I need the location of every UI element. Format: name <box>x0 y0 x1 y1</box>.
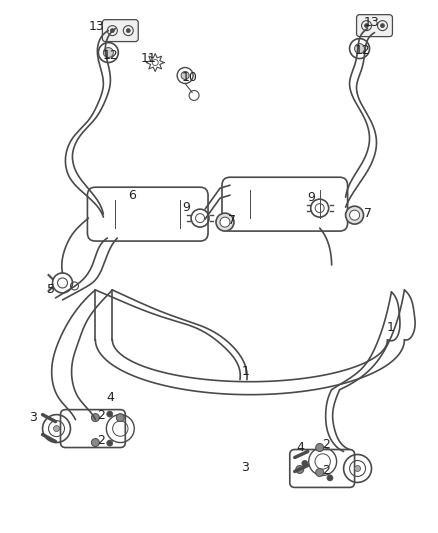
Circle shape <box>92 414 99 422</box>
Text: 7: 7 <box>228 214 236 227</box>
Circle shape <box>126 29 130 33</box>
Text: 13: 13 <box>88 20 104 33</box>
Circle shape <box>350 210 360 220</box>
Circle shape <box>355 465 360 472</box>
Text: 6: 6 <box>128 189 136 201</box>
Circle shape <box>364 23 368 28</box>
Circle shape <box>302 461 308 466</box>
Circle shape <box>296 465 304 473</box>
Circle shape <box>103 47 113 58</box>
Text: 4: 4 <box>297 441 304 454</box>
Text: 1: 1 <box>386 321 394 334</box>
Circle shape <box>327 475 333 481</box>
Text: 2: 2 <box>321 464 329 477</box>
Circle shape <box>216 213 234 231</box>
Text: 4: 4 <box>106 391 114 404</box>
Text: 12: 12 <box>102 49 118 62</box>
Text: 9: 9 <box>308 191 316 204</box>
Text: 3: 3 <box>241 461 249 474</box>
Text: 5: 5 <box>46 284 55 296</box>
FancyBboxPatch shape <box>102 20 138 42</box>
Circle shape <box>220 217 230 227</box>
Text: 1: 1 <box>242 365 250 378</box>
Circle shape <box>316 469 324 477</box>
Circle shape <box>92 439 99 447</box>
Text: 9: 9 <box>182 200 190 214</box>
Text: 3: 3 <box>28 411 36 424</box>
Text: 11: 11 <box>140 52 156 65</box>
Circle shape <box>110 29 114 33</box>
Circle shape <box>346 206 364 224</box>
Text: 2: 2 <box>97 409 105 422</box>
Text: 12: 12 <box>355 44 370 57</box>
Circle shape <box>53 425 60 432</box>
Circle shape <box>117 414 124 422</box>
Circle shape <box>355 44 364 53</box>
Text: 10: 10 <box>182 71 198 84</box>
FancyBboxPatch shape <box>357 15 392 37</box>
Text: 13: 13 <box>364 16 379 29</box>
Circle shape <box>316 443 324 451</box>
Circle shape <box>107 440 113 446</box>
Circle shape <box>381 23 385 28</box>
Circle shape <box>181 71 189 79</box>
Circle shape <box>107 411 113 417</box>
Text: 2: 2 <box>321 438 329 451</box>
Text: 2: 2 <box>97 434 105 447</box>
Text: 7: 7 <box>364 207 371 220</box>
